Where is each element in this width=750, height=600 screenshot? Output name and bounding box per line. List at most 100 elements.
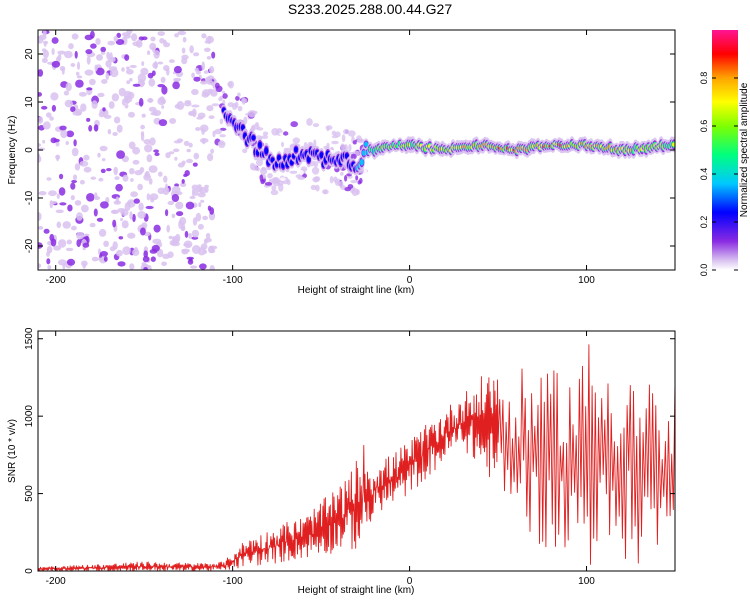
noise-blob xyxy=(114,176,120,181)
noise-blob xyxy=(271,128,279,136)
noise-blob xyxy=(352,140,357,145)
noise-blob xyxy=(101,79,108,84)
noise-blob xyxy=(159,96,165,103)
colorbar-tick-label: 0.0 xyxy=(699,264,709,277)
noise-blob xyxy=(191,229,200,238)
noise-blob xyxy=(70,106,76,113)
snr-y-tick-label: 500 xyxy=(24,485,35,502)
noise-blob xyxy=(197,112,206,119)
noise-blob xyxy=(191,72,196,79)
noise-blob xyxy=(267,173,273,179)
noise-blob xyxy=(174,33,179,38)
noise-blob xyxy=(89,222,96,228)
ridge-mark xyxy=(264,147,269,155)
noise-blob xyxy=(46,112,52,118)
noise-blob xyxy=(131,33,138,42)
noise-blob xyxy=(76,75,83,79)
noise-blob xyxy=(193,76,201,82)
noise-blob xyxy=(343,129,350,135)
noise-blob xyxy=(108,101,115,109)
noise-blob xyxy=(283,147,288,152)
noise-blob xyxy=(203,70,209,74)
noise-blob xyxy=(161,105,165,109)
noise-blob xyxy=(121,98,126,106)
noise-blob xyxy=(121,67,125,72)
noise-blob xyxy=(38,155,42,163)
noise-blob xyxy=(91,100,98,109)
noise-blob xyxy=(150,36,156,42)
noise-blob xyxy=(165,209,169,217)
noise-blob xyxy=(176,138,184,143)
snr-y-tick-label: 1500 xyxy=(24,327,35,350)
noise-blob xyxy=(116,124,123,133)
noise-blob xyxy=(193,152,200,160)
noise-blob xyxy=(323,189,328,195)
noise-blob xyxy=(83,154,90,161)
noise-blob xyxy=(106,168,112,172)
noise-blob xyxy=(204,40,211,44)
noise-blob xyxy=(149,42,157,51)
noise-blob xyxy=(72,174,78,181)
noise-blob xyxy=(152,62,159,69)
noise-blob xyxy=(197,223,204,230)
noise-blob xyxy=(42,139,46,144)
noise-blob xyxy=(53,245,62,251)
noise-blob xyxy=(260,135,269,139)
noise-blob xyxy=(195,70,201,75)
noise-blob xyxy=(175,201,184,210)
noise-blob xyxy=(207,245,215,254)
snr-x-tick-label: 0 xyxy=(407,576,413,587)
noise-blob xyxy=(341,134,346,143)
noise-blob xyxy=(66,258,76,266)
noise-blob xyxy=(65,141,69,145)
noise-blob xyxy=(117,261,126,267)
noise-blob xyxy=(58,259,67,266)
noise-blob xyxy=(86,193,95,202)
noise-blob xyxy=(355,189,360,195)
noise-blob xyxy=(138,97,144,107)
noise-blob xyxy=(181,57,188,65)
noise-blob xyxy=(38,263,42,269)
noise-blob xyxy=(143,267,148,270)
noise-blob xyxy=(214,128,222,135)
noise-blob xyxy=(43,228,50,234)
noise-blob xyxy=(71,179,77,184)
noise-blob xyxy=(173,65,182,74)
noise-blob xyxy=(169,59,175,63)
noise-blob xyxy=(165,152,171,159)
noise-blob xyxy=(51,104,57,112)
noise-blob xyxy=(59,65,66,72)
noise-blob xyxy=(228,80,235,89)
noise-blob xyxy=(63,90,69,96)
noise-blob xyxy=(100,201,109,209)
noise-blob xyxy=(326,126,330,132)
ridge-mark xyxy=(344,153,349,159)
noise-blob xyxy=(38,92,42,97)
noise-blob xyxy=(186,158,193,164)
noise-blob xyxy=(142,255,150,263)
noise-blob xyxy=(65,247,74,252)
noise-blob xyxy=(190,265,198,269)
noise-blob xyxy=(127,232,136,239)
noise-blob xyxy=(38,212,42,221)
noise-blob xyxy=(125,69,134,75)
noise-blob xyxy=(188,142,193,148)
noise-blob xyxy=(66,239,73,245)
noise-blob xyxy=(201,128,205,135)
spectrogram-y-tick-label: 10 xyxy=(24,96,35,108)
noise-blob xyxy=(182,36,187,43)
noise-blob xyxy=(153,224,161,233)
noise-blob xyxy=(153,50,160,59)
noise-blob xyxy=(43,40,49,45)
noise-blob xyxy=(161,85,168,95)
noise-blob xyxy=(262,131,269,137)
noise-blob xyxy=(140,67,149,76)
noise-blob xyxy=(115,183,123,192)
spectrogram-x-tick-label: 0 xyxy=(407,275,413,286)
noise-blob xyxy=(217,142,225,145)
noise-blob xyxy=(113,35,119,42)
noise-blob xyxy=(146,193,151,201)
noise-blob xyxy=(171,186,181,194)
noise-blob xyxy=(83,233,90,237)
